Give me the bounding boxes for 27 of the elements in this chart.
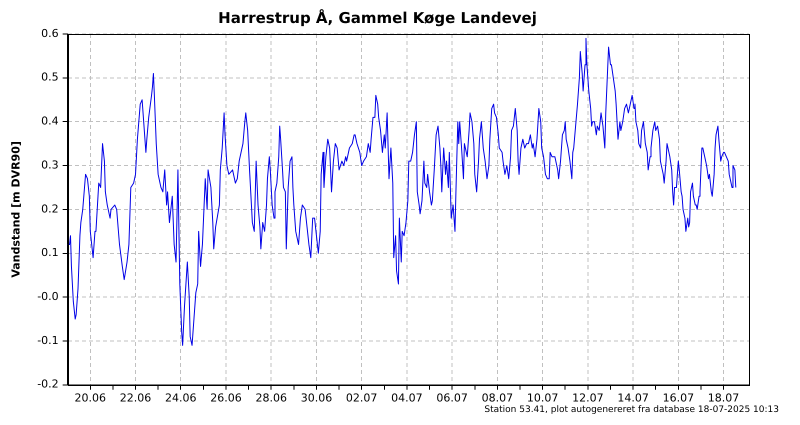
y-tick-label: 0.6 bbox=[41, 26, 59, 40]
text: Station 53.41, plot autogenereret fra database 18-07-2025 10:13 bbox=[484, 405, 779, 416]
x-tick-label: 24.06 bbox=[165, 391, 196, 404]
x-tick-label: 16.07 bbox=[662, 391, 694, 404]
x-tick-label: 14.07 bbox=[617, 391, 649, 404]
x-tick-label: 26.06 bbox=[210, 391, 242, 404]
x-tick-label: 18.07 bbox=[708, 391, 740, 404]
x-tick-label: 08.07 bbox=[482, 391, 514, 404]
y-axis-title: Vandstand [m DVR90] bbox=[9, 141, 22, 278]
y-tick-label: -0.0 bbox=[37, 290, 59, 303]
y-tick-label: 0.2 bbox=[41, 202, 59, 216]
x-tick-label: 02.07 bbox=[346, 391, 378, 404]
x-tick-label: 04.07 bbox=[391, 391, 423, 404]
x-tick-label: 30.06 bbox=[300, 391, 332, 404]
x-tick-label: 20.06 bbox=[74, 391, 106, 404]
y-tick-label: -0.2 bbox=[37, 378, 59, 391]
y-tick-label: 0.3 bbox=[41, 158, 59, 172]
y-tick-label: 0.1 bbox=[41, 246, 59, 260]
y-tick-label: 0.5 bbox=[41, 70, 59, 84]
x-tick-label: 10.07 bbox=[526, 391, 558, 404]
x-tick-label: 28.06 bbox=[255, 391, 287, 404]
chart-title: Harrestrup Å, Gammel Køge Landevej bbox=[218, 8, 537, 27]
x-tick-label: 22.06 bbox=[120, 391, 152, 404]
y-tick-label: 0.4 bbox=[41, 114, 59, 128]
x-tick-label: 12.07 bbox=[572, 391, 604, 404]
x-tick-label: 06.07 bbox=[436, 391, 468, 404]
y-tick-label: -0.1 bbox=[37, 334, 59, 347]
